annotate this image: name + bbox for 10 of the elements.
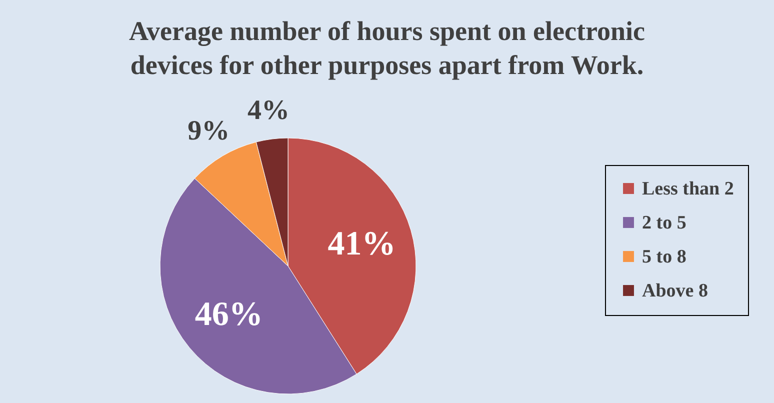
legend-label: Less than 2 (642, 178, 734, 200)
data-label: 41% (328, 226, 396, 263)
data-label: 46% (194, 296, 263, 333)
data-label: 9% (188, 116, 230, 147)
data-label: 4% (247, 95, 290, 126)
legend-label: 2 to 5 (642, 212, 686, 234)
text: Average number of hours spent on electronic (129, 16, 645, 46)
text: devices for other purposes apart from Work. (130, 50, 644, 80)
legend-label: 5 to 8 (642, 246, 686, 268)
legend-label: Above 8 (642, 280, 708, 302)
